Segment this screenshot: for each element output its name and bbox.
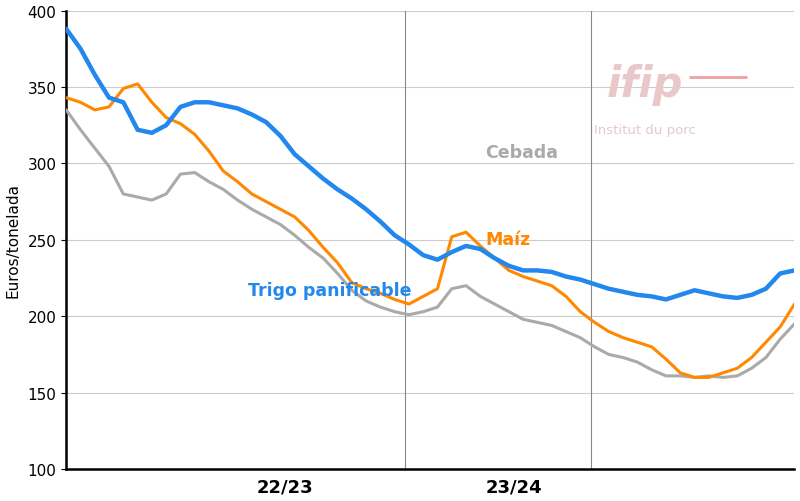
Text: 3: 3 — [242, 186, 262, 214]
Y-axis label: Euros/tonelada: Euros/tonelada — [6, 183, 21, 298]
Text: Cebada: Cebada — [485, 144, 558, 162]
Text: ifip: ifip — [607, 64, 683, 106]
Text: 3: 3 — [138, 206, 158, 234]
Text: Institut du porc: Institut du porc — [594, 124, 696, 137]
Text: 3: 3 — [346, 166, 366, 194]
Text: Maíz: Maíz — [485, 231, 530, 249]
Text: Trigo panificable: Trigo panificable — [248, 281, 412, 299]
